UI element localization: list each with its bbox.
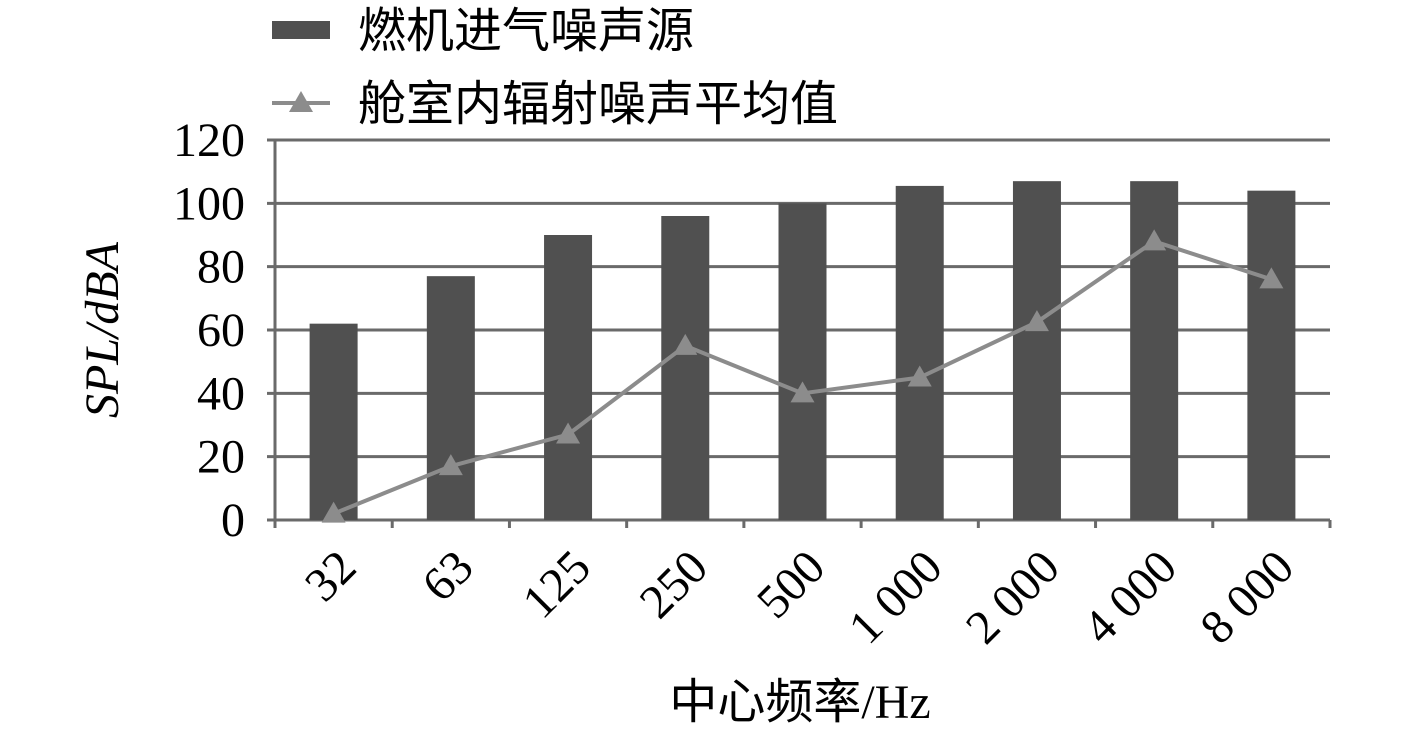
legend-label: 舱室内辐射噪声平均值 bbox=[358, 78, 838, 131]
x-tick-label: 4 000 bbox=[1073, 540, 1187, 654]
y-tick-label: 20 bbox=[197, 431, 245, 484]
bar bbox=[778, 203, 827, 521]
x-tick-label: 125 bbox=[512, 540, 600, 628]
bar bbox=[661, 216, 710, 520]
y-tick-label: 40 bbox=[197, 367, 245, 420]
bar bbox=[1247, 190, 1296, 520]
legend-swatch bbox=[272, 21, 330, 39]
bar bbox=[309, 323, 358, 520]
x-tick-label: 63 bbox=[412, 540, 483, 611]
marker bbox=[1142, 229, 1167, 251]
y-axis-label: SPL/dBA bbox=[76, 241, 129, 418]
marker bbox=[1024, 310, 1049, 332]
marker bbox=[790, 381, 815, 403]
marker bbox=[907, 365, 932, 387]
bar bbox=[426, 276, 475, 520]
marker bbox=[321, 501, 346, 523]
x-tick-label: 2 000 bbox=[956, 540, 1070, 654]
bar bbox=[1012, 181, 1061, 520]
x-tick-label: 8 000 bbox=[1190, 540, 1304, 654]
marker bbox=[673, 333, 698, 355]
x-tick-label: 32 bbox=[295, 540, 366, 611]
x-axis-label: 中心频率/Hz bbox=[669, 676, 930, 729]
y-tick-label: 80 bbox=[197, 241, 245, 294]
marker bbox=[556, 422, 581, 444]
marker bbox=[1259, 267, 1284, 289]
legend-label: 燃机进气噪声源 bbox=[358, 5, 694, 58]
bar bbox=[544, 235, 593, 520]
x-tick-label: 500 bbox=[747, 540, 835, 628]
x-tick-label: 250 bbox=[630, 540, 718, 628]
bar bbox=[895, 185, 944, 520]
legend-swatch bbox=[289, 91, 313, 112]
x-tick-label: 1 000 bbox=[839, 540, 953, 654]
y-tick-label: 100 bbox=[173, 177, 245, 230]
y-tick-label: 0 bbox=[221, 494, 245, 547]
y-tick-label: 120 bbox=[173, 114, 245, 167]
marker bbox=[438, 454, 463, 476]
y-tick-label: 60 bbox=[197, 304, 245, 357]
